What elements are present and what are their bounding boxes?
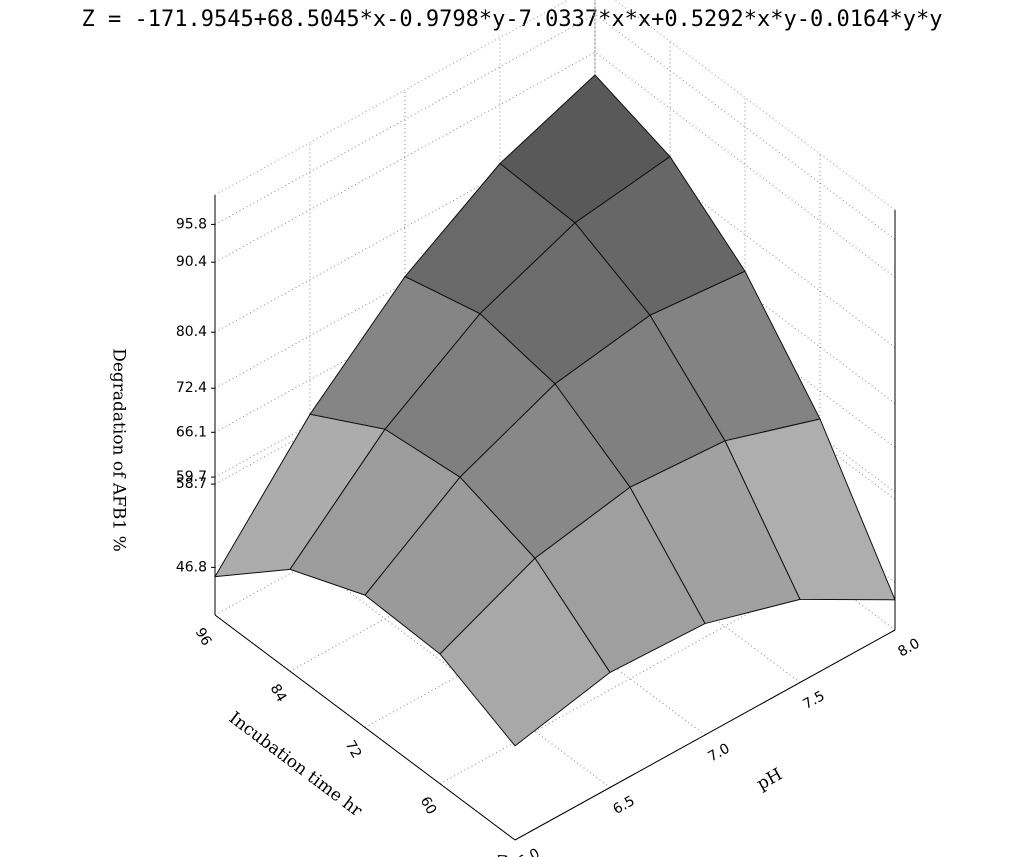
x-tick-label: 8.0 [895, 636, 922, 661]
x-tick-label: 6.0 [515, 846, 542, 857]
grid-line [214, 177, 896, 404]
y-tick-label: 84 [267, 682, 290, 706]
z-tick-label: 90.4 [176, 254, 207, 270]
y-tick-label: 48 [492, 850, 515, 857]
axis-line [214, 614, 516, 841]
y-tick-label: 60 [417, 794, 440, 817]
grid-line [214, 121, 896, 348]
z-tick-label: 58.7 [176, 476, 207, 492]
grid-line [439, 153, 821, 785]
z-tick-label: 80.4 [176, 324, 207, 340]
x-tick-label: 7.0 [705, 741, 732, 766]
chart-title: Z = -171.9545+68.5045*x-0.9798*y-7.0337*… [82, 7, 943, 32]
grid-line [214, 13, 896, 240]
y-axis-label: Incubation time hr [225, 708, 366, 821]
x-tick-label: 6.5 [610, 793, 637, 818]
z-tick-label: 66.1 [176, 424, 207, 440]
y-tick-label: 96 [192, 625, 215, 649]
grid-line [214, 51, 896, 278]
surface-patch [439, 557, 611, 747]
axis-line [514, 629, 896, 841]
y-tick-label: 72 [342, 738, 365, 761]
x-tick-label: 7.5 [800, 688, 827, 713]
x-axis-label: pH [754, 765, 786, 795]
z-tick-label: 95.8 [176, 216, 207, 232]
axis-line [214, 0, 896, 211]
z-axis-label: Degradation of AFB1 % [109, 348, 129, 552]
z-tick-label: 46.8 [176, 559, 207, 575]
z-tick-label: 59.7 [176, 469, 207, 485]
z-tick-label: 72.4 [176, 380, 207, 396]
